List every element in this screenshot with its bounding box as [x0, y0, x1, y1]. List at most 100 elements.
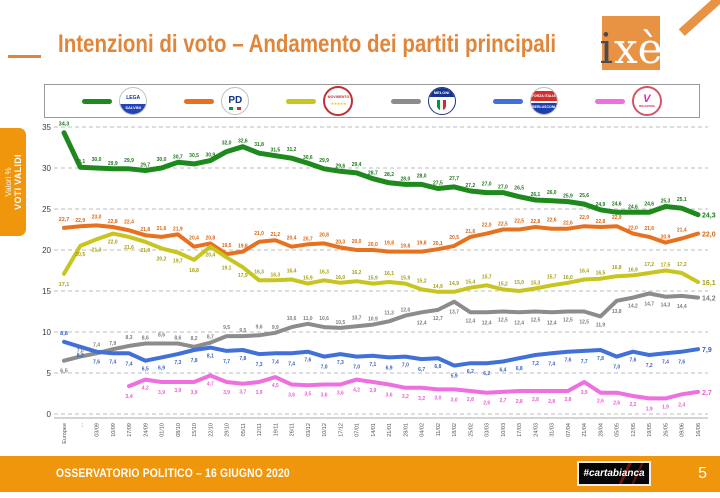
y-tick-label: 15 [42, 287, 51, 296]
value-label: 7,0 [77, 349, 84, 355]
value-label: 22,4 [124, 219, 134, 225]
value-label: 19,5 [222, 243, 232, 249]
series-line-fratelli-d-italia [62, 291, 700, 363]
value-label: 31,8 [254, 142, 264, 148]
value-label: 1,9 [662, 404, 669, 410]
value-label: 20,0 [352, 239, 362, 245]
x-tick-label: 07/01 [355, 423, 361, 437]
value-label: 16,9 [628, 267, 638, 273]
value-label: 22,0 [108, 240, 118, 246]
value-label: 21,6 [157, 226, 167, 232]
value-label: 10,5 [335, 320, 345, 326]
value-label: 21,4 [677, 228, 687, 234]
fdi-logo-icon: MELONI [427, 87, 456, 115]
page-title: Intenzioni di voto – Andamento dei parti… [58, 30, 557, 58]
x-tick-label: 17/03 [517, 423, 523, 437]
value-label: 22,9 [579, 215, 589, 221]
value-label: 20,4 [189, 236, 199, 242]
value-label: 7,4 [93, 342, 100, 348]
value-label: 19,8 [384, 241, 394, 247]
x-tick-label: 03/09 [95, 423, 101, 437]
value-label-final: 7,9 [702, 347, 712, 354]
value-label: 21,8 [140, 227, 150, 233]
x-tick-label: 10/12 [322, 423, 328, 437]
value-label: 15,9 [401, 276, 411, 282]
value-label: 12,4 [466, 318, 476, 324]
x-tick-label: 31/03 [550, 423, 556, 437]
x-tick-label: 28/04 [598, 423, 604, 437]
value-label: 16,3 [319, 269, 329, 275]
value-label: 20,4 [205, 253, 215, 259]
value-label: 12,5 [579, 320, 589, 326]
value-label: 22,9 [75, 218, 85, 224]
legend-item-forza-italia: FORZA ITALIA BERLUSCONI [492, 87, 558, 115]
value-label: 20,0 [368, 242, 378, 248]
value-label: 22,6 [547, 218, 557, 224]
value-label: 15,9 [303, 276, 313, 282]
value-label: 19,8 [401, 244, 411, 250]
value-label: 11,3 [384, 310, 394, 316]
value-label: 19,1 [222, 265, 232, 271]
value-label: 3,9 [256, 390, 263, 396]
value-label: 1,9 [646, 406, 653, 412]
y-tick-label: 20 [42, 246, 51, 255]
value-label: 16,4 [579, 269, 589, 275]
value-label: 14,4 [677, 304, 687, 310]
y-tick-label: 0 [47, 410, 52, 419]
value-label: 6,5 [142, 367, 149, 373]
value-label: 22,9 [612, 215, 622, 221]
value-label: 4,7 [207, 381, 214, 387]
value-label: 6,8 [516, 366, 523, 372]
corner-decoration [678, 0, 720, 36]
x-tick-label: Europee [62, 423, 68, 444]
value-label: 20,8 [319, 232, 329, 238]
tab-label-voti-validi: VOTI VALIDI [12, 154, 23, 210]
trend-chart-svg: 35 30 25 20 15 10 5 0 Europee... 03/09 10/09 17/09 2… [42, 122, 716, 444]
value-label: 3,9 [191, 390, 198, 396]
value-label: 11,0 [303, 316, 313, 322]
value-label: 16,1 [384, 271, 394, 277]
x-tick-label: 17/09 [127, 423, 133, 437]
x-tick-label: 26/11 [290, 423, 296, 436]
x-tick-label: 16/06 [696, 423, 702, 437]
value-label: 16,5 [596, 271, 606, 277]
footer-text: OSSERVATORIO POLITICO – 16 GIUGNO 2020 [56, 468, 290, 480]
x-tick-label: 21/01 [387, 423, 393, 437]
value-label: 7,4 [109, 359, 116, 365]
value-label: 20,9 [661, 235, 671, 241]
value-label: 14,9 [449, 281, 459, 287]
value-label: 24,6 [612, 201, 622, 207]
value-label: 12,7 [433, 316, 443, 322]
x-tick-label: 12/05 [631, 423, 637, 437]
value-label: 7,6 [304, 358, 311, 364]
x-tick-label: 24/03 [533, 423, 539, 437]
y-tick-label: 30 [42, 164, 51, 173]
logo-text: LEGA [126, 95, 141, 101]
value-label: 16,3 [254, 269, 264, 275]
value-label: 26,1 [531, 192, 541, 198]
value-label: 7,2 [532, 361, 539, 367]
value-label: 20,2 [157, 256, 167, 262]
value-label: 16,0 [563, 275, 573, 281]
legend-dash [492, 98, 523, 104]
logo-text: PD [228, 95, 243, 106]
value-label: 2,7 [499, 398, 506, 404]
x-tick-label: 04/02 [420, 423, 426, 437]
value-label: 15,3 [531, 281, 541, 287]
value-label: 29,7 [140, 162, 150, 168]
value-label: 6,5 [60, 369, 68, 375]
value-label: 7,3 [256, 362, 263, 368]
pd-logo-icon: PD [221, 87, 250, 115]
value-label: 7,3 [174, 360, 181, 366]
x-tick-label: 07/04 [566, 423, 572, 437]
value-label: 3,7 [239, 390, 246, 396]
value-label: 28,7 [368, 171, 378, 177]
value-label: 16,0 [335, 275, 345, 281]
value-label: 8,8 [60, 331, 68, 337]
value-label: 2,8 [564, 397, 571, 403]
value-label: 20,1 [433, 241, 443, 247]
value-label: 20,8 [205, 235, 215, 241]
value-label: 20,7 [303, 236, 313, 242]
value-label: 2,6 [483, 401, 490, 407]
logo-text: MOVIMENTO [327, 95, 350, 100]
